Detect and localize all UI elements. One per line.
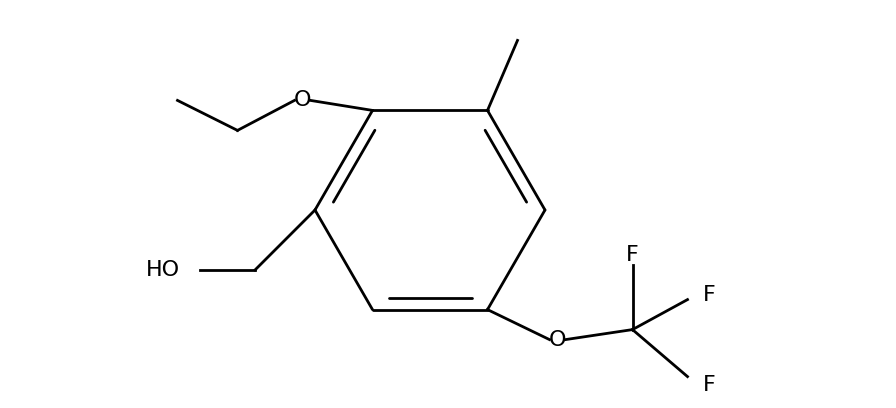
Text: O: O — [294, 91, 311, 111]
Text: F: F — [702, 285, 715, 305]
Text: F: F — [702, 375, 715, 395]
Text: O: O — [548, 330, 566, 350]
Text: F: F — [626, 244, 639, 265]
Text: HO: HO — [146, 260, 180, 280]
